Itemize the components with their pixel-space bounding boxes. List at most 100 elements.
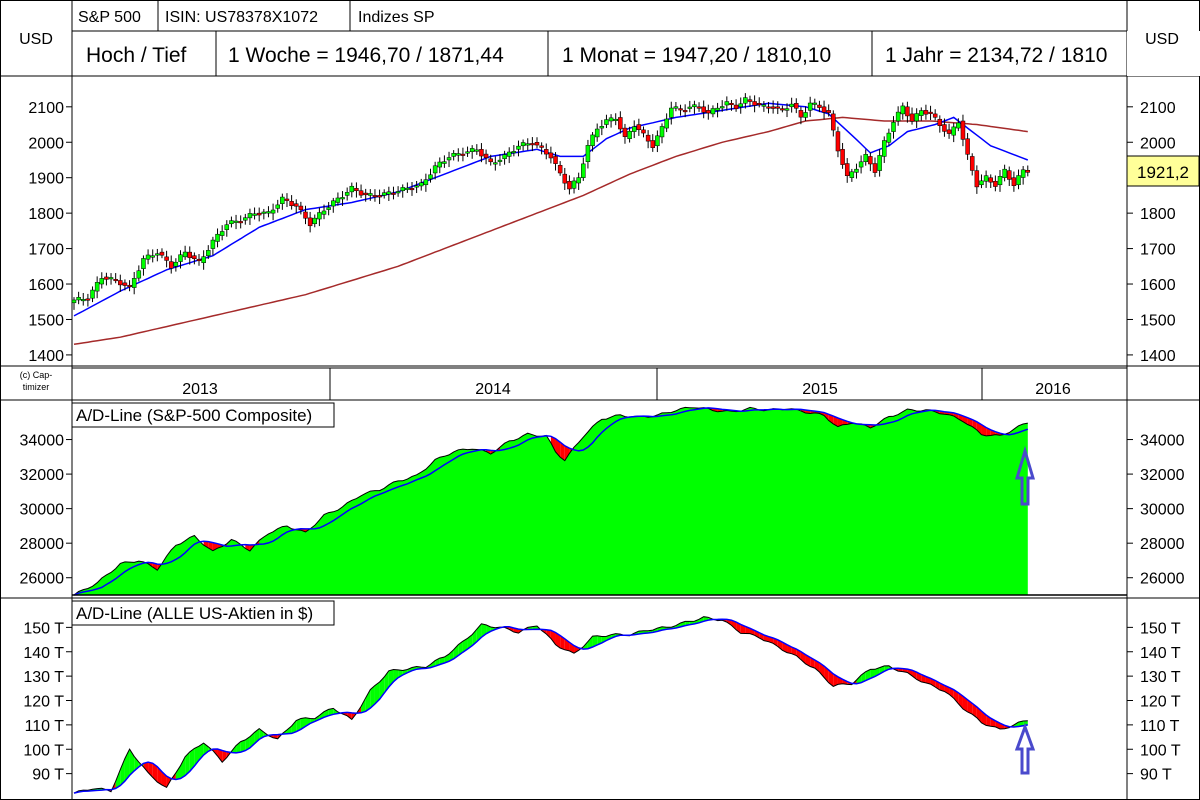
tab-isin[interactable]: ISIN: US78378X1072 [165, 9, 318, 26]
y-tick-label-left: 120 T [23, 694, 64, 711]
y-tick-label-left: 1600 [28, 277, 64, 294]
candle-up [108, 277, 114, 280]
candle-down [104, 276, 109, 280]
candle-up [983, 175, 989, 182]
candle-down [118, 280, 123, 286]
candle-up [520, 142, 526, 147]
candle-up [94, 282, 100, 292]
high-low-label: Hoch / Tief [86, 44, 187, 67]
candle-up [215, 233, 220, 242]
week-range: 1 Woche = 1946,70 / 1871,44 [228, 44, 504, 67]
ad-line-sp500-average [73, 407, 1029, 596]
candle-up [576, 177, 581, 184]
candle-up [136, 270, 142, 279]
moving-average-short-line [73, 102, 1029, 317]
left-currency-label: USD [19, 31, 53, 48]
candle-up [956, 122, 961, 129]
candle-up [270, 209, 276, 214]
candle-up [891, 122, 896, 132]
price-panel: 1400 1400 1500 1500 1600 1600 1700 1700 1800 1800… [28, 93, 1176, 365]
candle-up [613, 118, 618, 121]
candle-down [159, 251, 165, 256]
ad-line-sp500-below-average [837, 418, 843, 427]
up-arrow-icon [1014, 722, 1036, 775]
ad-line-all-us-below-average [949, 687, 954, 699]
candle-down [946, 129, 952, 134]
candle-up [386, 191, 392, 195]
tab-symbol[interactable]: S&P 500 [78, 9, 141, 26]
tab-index-group[interactable]: Indizes SP [358, 9, 434, 26]
candle-down [835, 131, 841, 152]
candle-up [738, 103, 743, 108]
candle-up [997, 176, 1003, 186]
ad-line-sp500-below-average [833, 416, 838, 427]
candle-up [90, 289, 95, 299]
candle-up [206, 250, 211, 256]
y-tick-label-left: 32000 [20, 467, 65, 484]
candle-down [775, 106, 781, 109]
candle-down [618, 117, 623, 130]
ad-line-all-us-below-average [819, 662, 825, 678]
candle-up [456, 153, 461, 156]
ad-line-all-us-above-average [365, 689, 371, 712]
year-label-2016: 2016 [1035, 381, 1071, 398]
candle-down [479, 149, 484, 157]
candle-down [622, 127, 628, 137]
candle-down [488, 158, 493, 163]
candle-down [553, 156, 558, 164]
candle-down [641, 129, 646, 134]
candle-up [585, 145, 591, 162]
ad-line-all-us-above-average [291, 720, 297, 734]
candle-up [76, 297, 81, 301]
candle-down [298, 205, 304, 211]
ad-line-all-us-below-average [347, 712, 352, 720]
candle-up [432, 165, 438, 174]
candle-up [761, 104, 767, 107]
y-tick-label-left: 28000 [20, 536, 65, 553]
ad-line-sp500-panel: 26000 26000 28000 28000 30000 30000 32000 32000… [20, 406, 1185, 596]
candle-up [405, 187, 410, 190]
ad-line-sp500-line [73, 406, 1028, 596]
candle-up [854, 168, 859, 173]
candle-up [882, 140, 887, 157]
y-tick-label-left: 100 T [23, 742, 64, 759]
header: USD USD S&P 500 ISIN: US78378X1072 Indiz… [0, 0, 1200, 77]
candle-up [502, 154, 507, 160]
ad-line-all-us-title: A/D-Line (ALLE US-Aktien in $) [76, 604, 313, 623]
candle-up [428, 174, 433, 180]
ad-line-all-us-above-average [120, 758, 125, 786]
date-axis: (c) Cap- timizer 2013 2014 2015 2016 [0, 365, 1200, 401]
candle-up [951, 126, 956, 136]
candle-down [872, 163, 878, 173]
ad-line-sp500-area [74, 407, 1028, 595]
ad-line-all-us-below-average [152, 763, 158, 783]
candle-down [678, 108, 683, 111]
y-tick-label-right: 34000 [1140, 433, 1185, 450]
ad-line-sp500-below-average [976, 421, 982, 435]
y-tick-label-right: 110 T [1140, 718, 1180, 735]
candle-down [826, 110, 831, 113]
ad-line-sp500-title: A/D-Line (S&P-500 Composite) [76, 406, 312, 425]
candle-up [789, 103, 794, 108]
ad-line-all-us-below-average [546, 629, 551, 639]
candle-down [544, 149, 549, 155]
candle-down [187, 251, 192, 259]
candle-down [539, 145, 544, 148]
candle-up [229, 220, 234, 225]
candle-up [669, 107, 674, 118]
candle-up [381, 192, 387, 196]
candle-up [687, 106, 693, 109]
ad-line-all-us-above-average [587, 636, 593, 649]
y-tick-label-left: 140 T [23, 645, 64, 662]
y-tick-label-left: 26000 [20, 571, 65, 588]
y-tick-label-left: 1400 [28, 348, 64, 365]
ad-line-all-us-above-average [185, 751, 190, 776]
candle-up [141, 258, 146, 269]
candle-up [344, 192, 350, 196]
candle-down [868, 156, 873, 165]
y-tick-label-left: 130 T [23, 669, 64, 686]
ad-line-all-us-below-average [962, 696, 968, 712]
candle-up [900, 105, 906, 115]
candle-down [168, 261, 174, 269]
